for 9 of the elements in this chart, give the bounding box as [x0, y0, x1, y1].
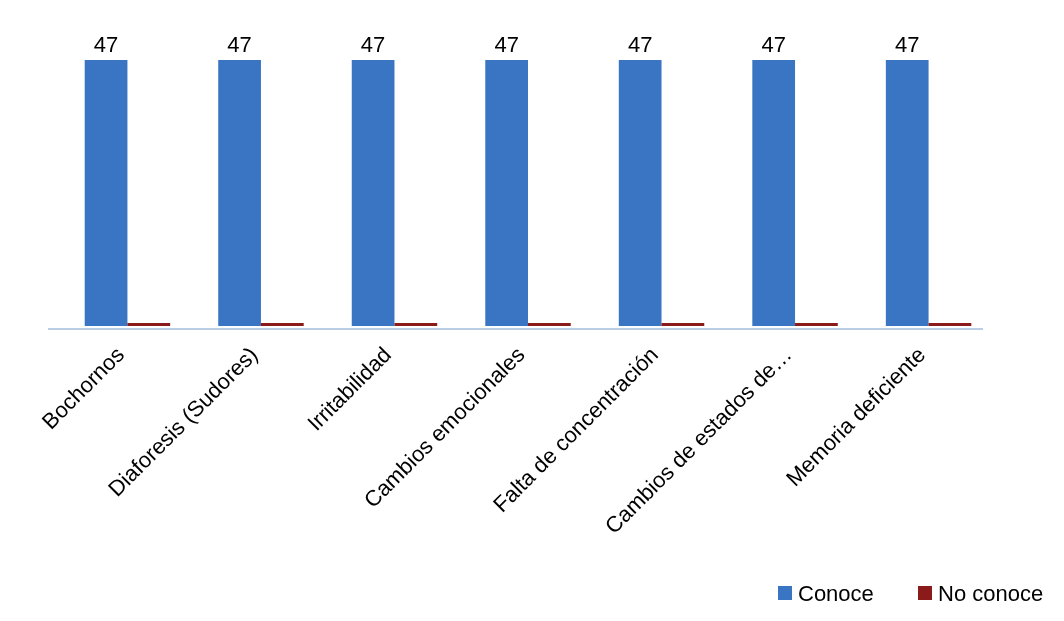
- data-label: 47: [894, 32, 920, 57]
- data-label: 47: [627, 32, 653, 57]
- data-label: 47: [761, 32, 786, 57]
- data-label: 47: [494, 32, 519, 57]
- legend-label: No conoce: [938, 581, 1044, 606]
- data-label: 47: [360, 32, 386, 57]
- legend-label: Conoce: [798, 581, 874, 606]
- data-label: 47: [227, 32, 252, 57]
- data-label: 47: [93, 32, 119, 57]
